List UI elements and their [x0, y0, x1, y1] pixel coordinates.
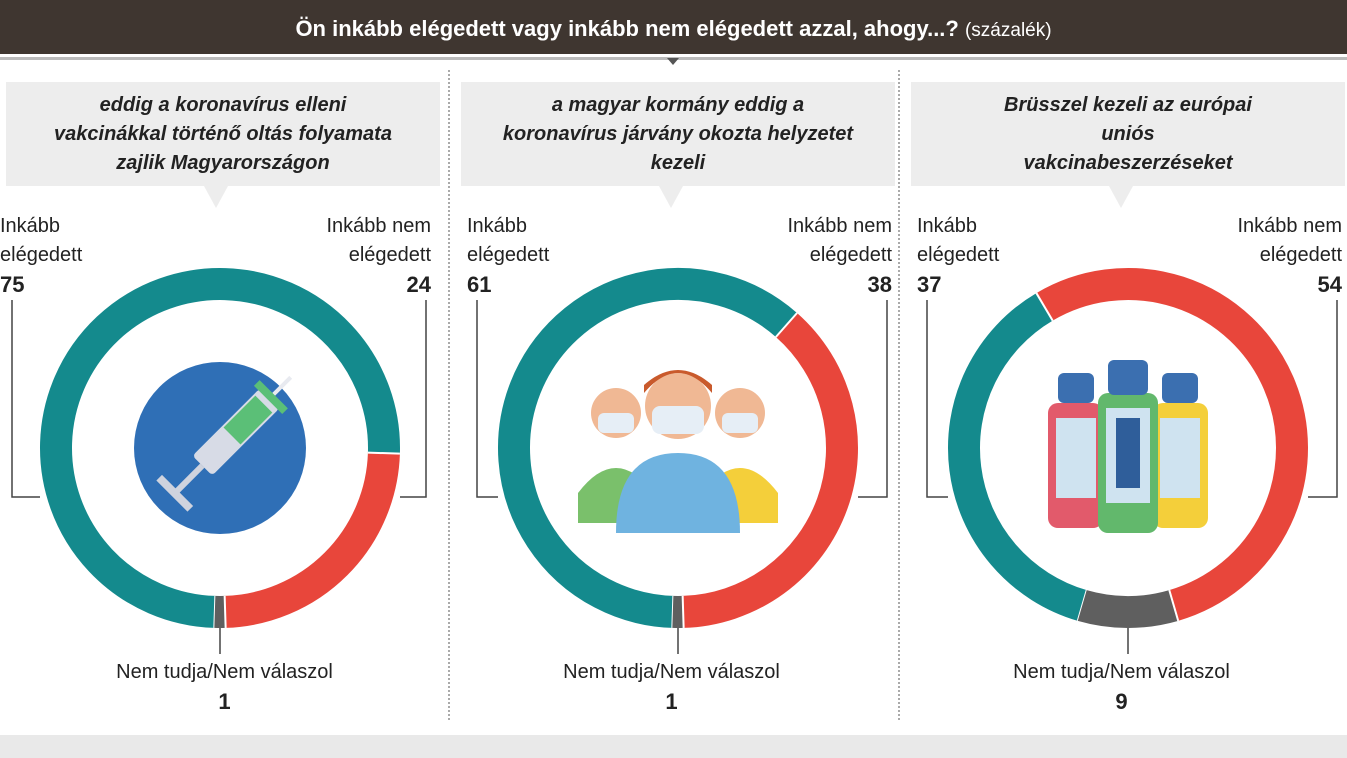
legend-dont-know: Nem tudja/Nem válaszol 1: [447, 658, 896, 716]
leader-line: [476, 300, 498, 498]
segment-gap: [1168, 589, 1180, 622]
vaccine-vials-icon: [1042, 360, 1214, 534]
donut-chart: [476, 268, 888, 654]
legend-not-satisfied: Inkább nem elégedett 24: [291, 212, 431, 299]
segment-gap: [223, 595, 227, 628]
category-label: Inkább elégedett: [917, 215, 1000, 266]
category-label: Nem tudja/Nem válaszol: [116, 661, 333, 683]
data-label-satisfied: 61: [467, 272, 492, 297]
donut-panel: eddig a koronavírus elleni vakcinákkal t…: [0, 60, 449, 730]
legend-satisfied: Inkább elégedett 75: [0, 212, 110, 299]
donut-segment-dont-know: [1077, 590, 1179, 628]
question-bubble: Brüsszel kezeli az európai uniós vakcina…: [911, 82, 1345, 208]
category-label: Inkább nem elégedett: [787, 215, 892, 266]
data-label-dont-know: 1: [665, 689, 678, 714]
legend-dont-know: Nem tudja/Nem válaszol 9: [897, 658, 1346, 716]
panel-separator: [898, 70, 900, 720]
legend-dont-know: Nem tudja/Nem válaszol 1: [0, 658, 449, 716]
legend-not-satisfied: Inkább nem elégedett 54: [1202, 212, 1342, 299]
category-label: Inkább elégedett: [467, 215, 550, 266]
donut-segment-satisfied: [40, 268, 400, 628]
category-label: Inkább nem elégedett: [326, 215, 431, 266]
segment-gap: [1035, 292, 1054, 322]
question-bubble: a magyar kormány eddig a koronavírus jár…: [461, 82, 895, 208]
question-text: eddig a koronavírus elleni vakcinákkal t…: [54, 93, 392, 174]
data-label-satisfied: 37: [917, 272, 942, 297]
data-label-not-satisfied: 54: [1317, 272, 1342, 297]
data-label-not-satisfied: 38: [867, 272, 892, 297]
question-bubble: eddig a koronavírus elleni vakcinákkal t…: [6, 82, 440, 208]
question-text: a magyar kormány eddig a koronavírus jár…: [502, 93, 854, 174]
donut-segment-not-satisfied: [1036, 268, 1308, 621]
segment-gap: [775, 312, 798, 338]
legend-satisfied: Inkább elégedett 37: [917, 212, 1027, 299]
donut-segment-not-satisfied: [224, 452, 400, 628]
donut-segment-satisfied: [948, 293, 1087, 621]
data-label-dont-know: 9: [1115, 689, 1128, 714]
header-notch: [667, 58, 679, 65]
leader-line: [400, 300, 427, 498]
data-label-not-satisfied: 24: [406, 272, 431, 297]
segment-gap: [681, 595, 685, 628]
category-label: Inkább nem elégedett: [1237, 215, 1342, 266]
category-label: Nem tudja/Nem válaszol: [563, 661, 780, 683]
syringe-icon: [134, 362, 306, 534]
chart-title: Ön inkább elégedett vagy inkább nem elég…: [295, 16, 959, 41]
header-bar: Ön inkább elégedett vagy inkább nem elég…: [0, 0, 1347, 54]
donut-panel: Brüsszel kezeli az európai uniós vakcina…: [905, 60, 1347, 730]
donut-segment-not-satisfied: [682, 312, 858, 628]
leader-line: [926, 300, 948, 498]
leader-line: [11, 300, 40, 498]
question-text: Brüsszel kezeli az európai uniós vakcina…: [1004, 93, 1252, 174]
legend-not-satisfied: Inkább nem elégedett 38: [752, 212, 892, 299]
masked-people-icon: [578, 362, 778, 534]
legend-satisfied: Inkább elégedett 61: [467, 212, 577, 299]
footer-band: [0, 735, 1347, 758]
donut-segment-satisfied: [498, 268, 798, 628]
segment-gap: [367, 451, 400, 455]
data-label-dont-know: 1: [218, 689, 231, 714]
donut-chart: [926, 268, 1338, 654]
donut-panel: a magyar kormány eddig a koronavírus jár…: [455, 60, 904, 730]
category-label: Nem tudja/Nem válaszol: [1013, 661, 1230, 683]
data-label-satisfied: 75: [0, 272, 25, 297]
category-label: Inkább elégedett: [0, 215, 83, 266]
leader-line: [1308, 300, 1338, 498]
panel-separator: [448, 70, 450, 720]
leader-line: [858, 300, 888, 498]
unit-label: (százalék): [964, 20, 1052, 41]
donut-chart: [11, 268, 427, 654]
